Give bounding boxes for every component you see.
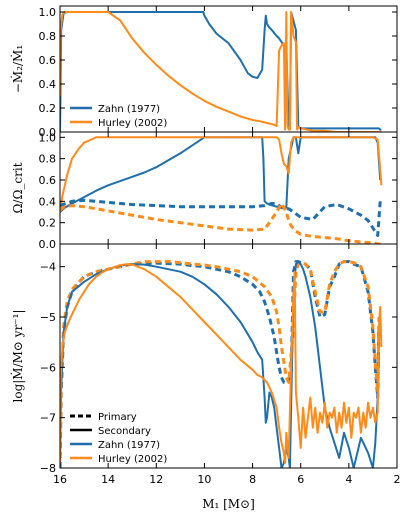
x-tick-label: 12 <box>149 473 163 486</box>
y-axis-label: Ω/Ω_crit <box>11 162 25 213</box>
y-tick-label: 0.8 <box>39 153 57 166</box>
y-tick-label: −4 <box>40 261 56 274</box>
panel-3-frame <box>59 243 398 469</box>
x-tick-label: 4 <box>345 473 352 486</box>
series-zahn-1977-primary-dashed <box>60 198 382 237</box>
y-tick-label: 0.0 <box>39 238 57 251</box>
legend-label-zahn-1977: Zahn (1977) <box>98 440 160 451</box>
legend-label-hurley-2002: Hurley (2002) <box>98 454 167 465</box>
y-tick-label: 0.2 <box>39 217 57 230</box>
series-zahn-1977-secondary <box>60 136 382 213</box>
series-zahn-1977 <box>60 11 382 132</box>
y-tick-label: −7 <box>40 412 56 425</box>
x-tick-label: 6 <box>297 473 304 486</box>
panel-2-frame <box>59 131 398 245</box>
y-axis-label: −Ṁ₂/Ṁ₁ <box>10 45 25 93</box>
series-zahn-1977-primary-dashed <box>60 260 381 468</box>
chart-series-layer <box>60 11 383 468</box>
series-hurley-2002-secondary <box>60 263 383 464</box>
y-axis-label: log|Ṁ/M⊙ yr⁻¹| <box>10 310 25 403</box>
y-tick-label: −8 <box>40 462 56 475</box>
legend-label-zahn-1977: Zahn (1977) <box>98 104 160 115</box>
x-tick-label: 16 <box>53 473 67 486</box>
x-axis-label: M₁ [M⊙] <box>202 497 255 511</box>
series-zahn-1977-secondary <box>60 260 380 468</box>
x-tick-label: 8 <box>249 473 256 486</box>
y-tick-label: −5 <box>40 311 56 324</box>
chart-text-layer: 0.0 0.2 0.4 0.6 0.8 1.0 −Ṁ₂/Ṁ₁ Zahn (1977) Hurle… <box>10 6 401 511</box>
y-tick-label: 1.0 <box>39 6 57 19</box>
legend-label-hurley-2002: Hurley (2002) <box>98 118 167 129</box>
series-hurley-2002 <box>60 11 382 132</box>
chart-axes-layer <box>59 5 398 469</box>
series-hurley-2002-primary-dashed <box>60 202 382 244</box>
y-tick-label: 0.4 <box>39 78 57 91</box>
x-tick-label: 10 <box>197 473 211 486</box>
panel-1-series <box>60 11 382 132</box>
y-tick-label: 0.0 <box>39 126 57 139</box>
y-tick-label: 0.6 <box>39 54 57 67</box>
y-tick-label: −6 <box>40 361 56 374</box>
y-tick-label: 0.4 <box>39 195 57 208</box>
series-hurley-2002-secondary <box>60 136 383 213</box>
series-hurley-2002-primary-dashed <box>60 260 381 458</box>
y-tick-label: 0.8 <box>39 30 57 43</box>
panel-2-series <box>60 136 383 244</box>
legend-label-primary: Primary <box>98 412 137 423</box>
y-tick-label: 1.0 <box>39 131 57 144</box>
y-tick-label: 0.2 <box>39 102 57 115</box>
x-tick-label: 14 <box>101 473 115 486</box>
legend-label-secondary: Secondary <box>98 426 151 437</box>
panel-3-series <box>60 260 383 468</box>
x-tick-label: 2 <box>394 473 401 486</box>
y-tick-label: 0.6 <box>39 174 57 187</box>
